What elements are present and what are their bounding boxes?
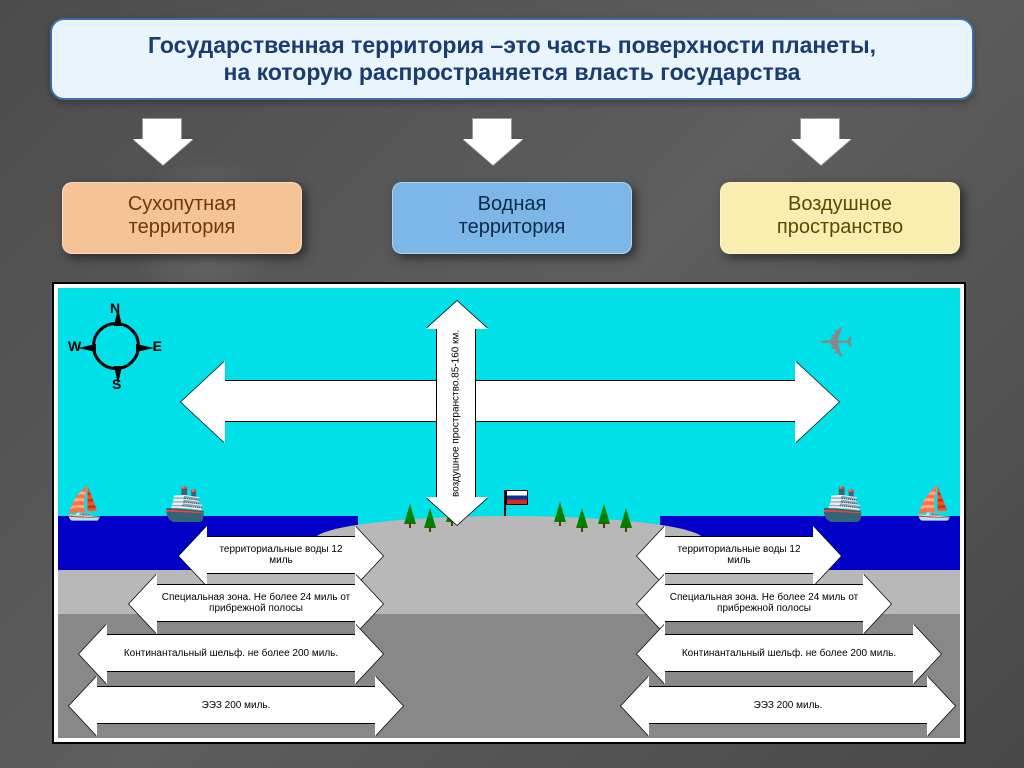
zone-label: территориальные воды 12 миль bbox=[207, 537, 355, 573]
compass-icon: N S E W bbox=[72, 302, 160, 390]
sailboat-icon: ⛵ bbox=[64, 484, 104, 522]
compass-e: E bbox=[153, 338, 162, 354]
fighter-jet-icon: ✈ bbox=[819, 318, 854, 367]
warship-icon: 🚢 bbox=[822, 484, 864, 524]
arrow-to-land bbox=[142, 118, 182, 140]
zone-arrow-shelf-left: Континантальный шельф. не более 200 миль… bbox=[106, 634, 356, 672]
zone-arrow-eez-right: ЭЭЗ 200 миль. bbox=[648, 686, 928, 724]
title-line2: на которую распространяется власть госуд… bbox=[72, 59, 952, 86]
zone-arrow-territorial-left: территориальные воды 12 миль bbox=[206, 536, 356, 574]
zone-arrow-special-left: Специальная зона. Не более 24 миль от пр… bbox=[156, 584, 356, 622]
sailboat-icon: ⛵ bbox=[914, 484, 954, 522]
airspace-label: воздушное пространство.85-160 км. bbox=[437, 329, 475, 497]
category-water: Водная территория bbox=[392, 182, 632, 254]
russian-flag-icon bbox=[504, 490, 506, 516]
arrow-to-air bbox=[800, 118, 840, 140]
warship-icon: 🚢 bbox=[164, 484, 206, 524]
zone-label: Специальная зона. Не более 24 миль от пр… bbox=[157, 585, 355, 621]
airspace-horizontal-arrow bbox=[224, 380, 796, 422]
category-air-l1: Воздушное bbox=[729, 193, 951, 216]
tree-icon bbox=[554, 502, 566, 522]
territory-diagram: N S E W ✈ ⛵ 🚢 🚢 ⛵ воздушное пространство… bbox=[52, 282, 966, 744]
category-air-l2: пространство bbox=[729, 216, 951, 239]
category-air: Воздушное пространство bbox=[720, 182, 960, 254]
arrow-to-water bbox=[472, 118, 512, 140]
zone-label: ЭЭЗ 200 миль. bbox=[649, 687, 927, 723]
category-water-l2: территория bbox=[401, 216, 623, 239]
zone-label: территориальные воды 12 миль bbox=[665, 537, 813, 573]
airspace-vertical-arrow: воздушное пространство.85-160 км. bbox=[436, 328, 476, 498]
category-water-l1: Водная bbox=[401, 193, 623, 216]
tree-icon bbox=[598, 504, 610, 524]
zone-arrow-shelf-right: Континантальный шельф. не более 200 миль… bbox=[664, 634, 914, 672]
zone-arrow-special-right: Специальная зона. Не более 24 миль от пр… bbox=[664, 584, 864, 622]
title-line1: Государственная территория –это часть по… bbox=[72, 32, 952, 59]
title-definition-box: Государственная территория –это часть по… bbox=[50, 18, 974, 100]
zone-arrow-eez-left: ЭЭЗ 200 миль. bbox=[96, 686, 376, 724]
zone-label: Специальная зона. Не более 24 миль от пр… bbox=[665, 585, 863, 621]
category-land-l2: территория bbox=[71, 216, 293, 239]
tree-icon bbox=[576, 508, 588, 528]
zone-label: Континантальный шельф. не более 200 миль… bbox=[107, 635, 355, 671]
tree-icon bbox=[620, 508, 632, 528]
category-land: Сухопутная территория bbox=[62, 182, 302, 254]
zone-arrow-territorial-right: территориальные воды 12 миль bbox=[664, 536, 814, 574]
category-land-l1: Сухопутная bbox=[71, 193, 293, 216]
tree-icon bbox=[404, 504, 416, 524]
zone-label: ЭЭЗ 200 миль. bbox=[97, 687, 375, 723]
zone-label: Континантальный шельф. не более 200 миль… bbox=[665, 635, 913, 671]
